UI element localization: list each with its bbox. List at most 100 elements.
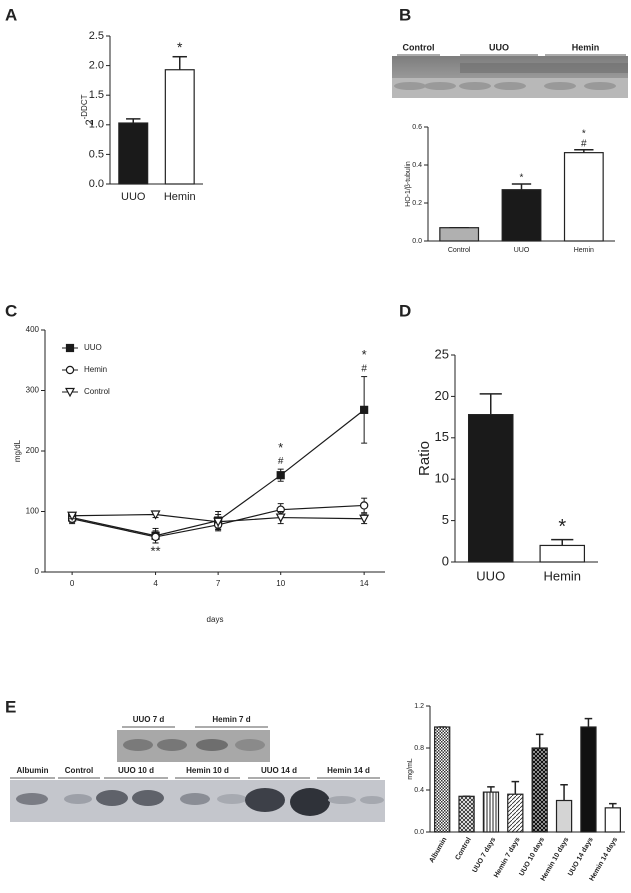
- x-tick-label: Hemin: [164, 191, 196, 203]
- annotation: #: [278, 456, 284, 467]
- marker: [151, 532, 160, 542]
- panel-letter: C: [5, 301, 17, 320]
- blot-b: [392, 56, 628, 98]
- marker: [213, 517, 224, 528]
- lane-label: Albumin: [17, 766, 49, 775]
- y-tick-label: 20: [435, 388, 449, 403]
- legend-label: Hemin: [84, 365, 107, 374]
- x-tick-label: Hemin 10 days: [540, 836, 571, 882]
- y-tick-label: 0.4: [414, 787, 424, 794]
- x-tick-label: 4: [153, 579, 158, 588]
- annotation: *: [177, 39, 183, 55]
- x-tick-label: Hemin 7 days: [493, 836, 522, 879]
- lane-label: Control: [403, 42, 435, 52]
- y-tick-label: 0.0: [412, 238, 422, 245]
- y-tick-label: 0.2: [412, 200, 422, 207]
- lane-label: UUO: [489, 42, 509, 52]
- panel: B 0.0 0.2 0.4 0.6 HO-1/β-tubulin Control UUO Hem…: [399, 5, 615, 254]
- y-tick-label: 0.0: [89, 178, 104, 190]
- bar: [482, 791, 500, 833]
- y-tick-label: 5: [442, 512, 449, 527]
- x-tick-label: 14: [360, 579, 369, 588]
- y-tick-label: 400: [26, 325, 40, 334]
- x-tick-label: UUO: [121, 191, 146, 203]
- y-tick-label: 100: [26, 507, 40, 516]
- y-axis-label-text: 2: [84, 119, 96, 125]
- y-axis-label: 2-DDCT: [80, 94, 96, 125]
- x-tick-label: Hemin 14 days: [589, 836, 620, 882]
- bar: [439, 227, 480, 242]
- panel-letter: E: [5, 697, 16, 716]
- bar: [507, 793, 524, 833]
- y-axis-label: mg/mL: [407, 758, 414, 780]
- y-tick-label: 1.5: [89, 89, 104, 101]
- panel-letter: A: [5, 5, 17, 24]
- bar: [580, 726, 597, 833]
- bar: [563, 152, 604, 242]
- marker: [276, 471, 285, 480]
- y-tick-label: 1.2: [414, 703, 424, 710]
- marker: [359, 501, 369, 510]
- bar: [501, 189, 542, 242]
- x-tick-label: UUO 7 days: [472, 836, 498, 874]
- bar: [555, 799, 573, 833]
- annotation: *: [558, 516, 566, 538]
- x-tick-label: UUO 10 days: [518, 836, 546, 877]
- y-tick-label: 0.8: [414, 745, 424, 752]
- panel: A 0.0 0.5 1.0 1.5 2.0 2.5 2-DDCT UUO Hemin *: [5, 5, 203, 203]
- lane-label: UUO 14 d: [261, 766, 297, 775]
- marker: [67, 511, 78, 522]
- bar: [118, 122, 149, 185]
- marker: [275, 513, 286, 523]
- y-tick-label: 300: [26, 386, 40, 395]
- legend-label: Control: [84, 387, 110, 396]
- annotation: *: [278, 440, 283, 455]
- y-tick-label: 0.0: [414, 829, 424, 836]
- lane-label: Control: [65, 766, 93, 775]
- y-tick-label: 2.5: [89, 30, 104, 42]
- lane-label: UUO 10 d: [118, 766, 154, 775]
- y-tick-label: 0: [35, 567, 40, 576]
- y-tick-label: 200: [26, 446, 40, 455]
- y-axis-label-text: mg/dL: [13, 439, 22, 462]
- x-tick-label: UUO 14 days: [567, 836, 595, 877]
- legend-marker: [65, 365, 75, 375]
- y-axis-label: mg/dL: [13, 439, 22, 462]
- y-tick-label: 10: [435, 471, 449, 486]
- lane-label: Hemin 7 d: [212, 715, 250, 724]
- y-tick-label: 15: [435, 429, 449, 444]
- y-axis-label: HO-1/β-tubulin: [405, 161, 412, 207]
- marker: [150, 510, 161, 520]
- x-tick-label: Albumin: [428, 836, 448, 864]
- y-tick-label: 0.5: [89, 148, 104, 160]
- panel-letter: B: [399, 5, 411, 24]
- bar: [539, 544, 586, 563]
- annotation: *: [520, 173, 524, 184]
- annotation: **: [150, 543, 160, 558]
- y-axis-label-text: Ratio: [416, 441, 433, 476]
- lane-label: Hemin 14 d: [327, 766, 370, 775]
- bar: [604, 807, 621, 833]
- legend-marker: [65, 387, 75, 398]
- x-tick-label: Hemin: [574, 247, 594, 254]
- y-axis-label-sup: -DDCT: [80, 94, 89, 119]
- annotation: #: [581, 138, 587, 149]
- x-tick-label: UUO: [514, 247, 530, 254]
- bar: [164, 69, 195, 185]
- x-tick-label: Control: [448, 247, 471, 254]
- y-tick-label: 0: [442, 553, 449, 568]
- x-tick-label: 0: [70, 579, 75, 588]
- panel: D 0 5 10 15 20 25 Ratio UUO Hemin *: [399, 301, 598, 583]
- y-axis-label-text: mg/mL: [407, 758, 414, 780]
- blot-e-top: [117, 730, 270, 762]
- bar: [467, 414, 514, 563]
- lane-label: Hemin: [572, 42, 600, 52]
- bar: [434, 726, 451, 833]
- marker: [359, 514, 370, 525]
- annotation: *: [582, 128, 586, 139]
- lane-label: UUO 7 d: [133, 715, 165, 724]
- y-tick-label: 2.0: [89, 60, 104, 72]
- annotation: #: [361, 363, 367, 374]
- lane-label: Hemin 10 d: [186, 766, 229, 775]
